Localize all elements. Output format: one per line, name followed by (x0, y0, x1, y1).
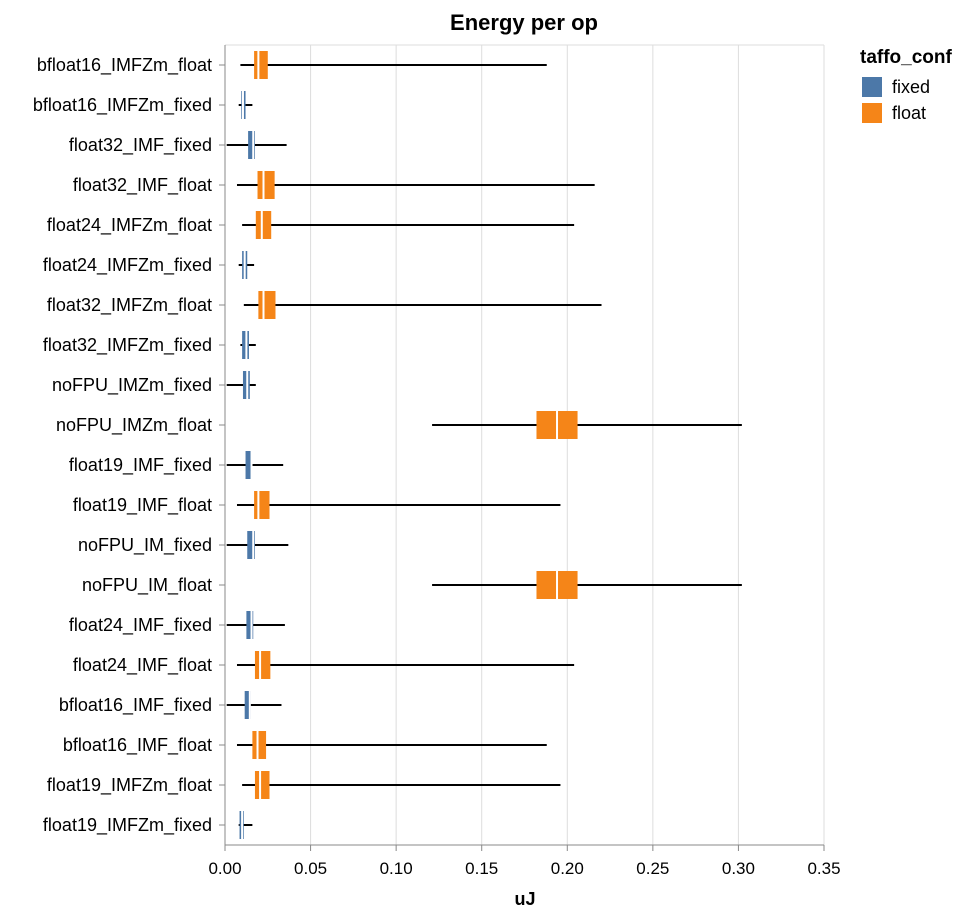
boxplot-float32_IMFZm_fixed (240, 331, 256, 359)
y-tick-label: noFPU_IMZm_float (56, 415, 212, 436)
x-tick-label: 0.20 (551, 859, 584, 878)
boxplot-bfloat16_IMFZm_fixed (238, 91, 253, 119)
x-tick-label: 0.00 (208, 859, 241, 878)
box (258, 291, 276, 319)
box (244, 691, 251, 719)
boxplot-float24_IMF_float (236, 651, 575, 679)
boxplot-float19_IMF_float (236, 491, 561, 519)
y-tick-label: bfloat16_IMF_float (63, 735, 212, 756)
chart-title: Energy per op (450, 10, 598, 35)
y-tick-label: float19_IMFZm_fixed (43, 815, 212, 836)
y-tick-label: float32_IMFZm_float (47, 295, 212, 316)
boxplots (226, 51, 742, 839)
box (254, 651, 271, 679)
box (254, 491, 270, 519)
y-tick-label: float19_IMFZm_float (47, 775, 212, 796)
y-tick-label: float24_IMF_fixed (69, 615, 212, 636)
box (254, 771, 270, 799)
box (255, 211, 272, 239)
box (254, 51, 268, 79)
y-axis: bfloat16_IMFZm_float bfloat16_IMFZm_fixed… (33, 45, 226, 845)
y-tick-label: float24_IMF_float (73, 655, 212, 676)
boxplot-noFPU_IM_float (432, 571, 742, 599)
y-tick-label: float32_IMF_float (73, 175, 212, 196)
box (248, 131, 255, 159)
boxplot-bfloat16_IMFZm_float (240, 51, 547, 79)
box (247, 531, 255, 559)
boxplot-noFPU_IMZm_fixed (226, 371, 256, 399)
x-tick-label: 0.35 (807, 859, 840, 878)
boxplot-float24_IMF_fixed (226, 611, 285, 639)
boxplot-bfloat16_IMF_float (236, 731, 547, 759)
x-tick-label: 0.30 (722, 859, 755, 878)
x-tick-label: 0.05 (294, 859, 327, 878)
boxplot-float32_IMF_fixed (226, 131, 287, 159)
boxplot-float32_IMF_float (236, 171, 595, 199)
y-tick-label: noFPU_IM_fixed (78, 535, 212, 556)
x-axis: 0.00 0.05 0.10 0.15 0.20 0.25 0.30 0.35 (208, 844, 841, 878)
box (245, 451, 253, 479)
boxplot-noFPU_IMZm_float (432, 411, 742, 439)
legend: taffo_conf fixed float (860, 47, 953, 123)
gridlines (224, 44, 825, 845)
boxplot-noFPU_IM_fixed (226, 531, 289, 559)
y-tick-label: bfloat16_IMF_fixed (59, 695, 212, 716)
boxplot-float19_IMFZm_fixed (238, 811, 253, 839)
y-tick-label: noFPU_IMZm_fixed (52, 375, 212, 396)
x-axis-label: uJ (514, 889, 535, 909)
boxplot-bfloat16_IMF_fixed (226, 691, 282, 719)
y-tick-label: float24_IMFZm_fixed (43, 255, 212, 276)
boxplot-float24_IMFZm_fixed (238, 251, 255, 279)
box (246, 611, 254, 639)
box (257, 171, 275, 199)
y-tick-label: bfloat16_IMFZm_fixed (33, 95, 212, 116)
legend-label-float: float (892, 103, 926, 123)
x-tick-label: 0.10 (380, 859, 413, 878)
y-tick-label: float32_IMF_fixed (69, 135, 212, 156)
legend-title: taffo_conf (860, 47, 953, 68)
box (252, 731, 267, 759)
legend-label-fixed: fixed (892, 77, 930, 97)
legend-swatch-fixed (862, 77, 882, 97)
boxplot-float32_IMFZm_float (243, 291, 602, 319)
y-tick-label: bfloat16_IMFZm_float (37, 55, 212, 76)
x-tick-label: 0.25 (636, 859, 669, 878)
y-tick-label: noFPU_IM_float (82, 575, 212, 596)
y-tick-label: float24_IMFZm_float (47, 215, 212, 236)
y-tick-label: float32_IMFZm_fixed (43, 335, 212, 356)
y-tick-label: float19_IMF_fixed (69, 455, 212, 476)
boxplot-float19_IMFZm_float (242, 771, 561, 799)
legend-swatch-float (862, 103, 882, 123)
x-tick-label: 0.15 (465, 859, 498, 878)
y-tick-label: float19_IMF_float (73, 495, 212, 516)
boxplot-float24_IMFZm_float (242, 211, 575, 239)
boxplot-float19_IMF_fixed (226, 451, 284, 479)
